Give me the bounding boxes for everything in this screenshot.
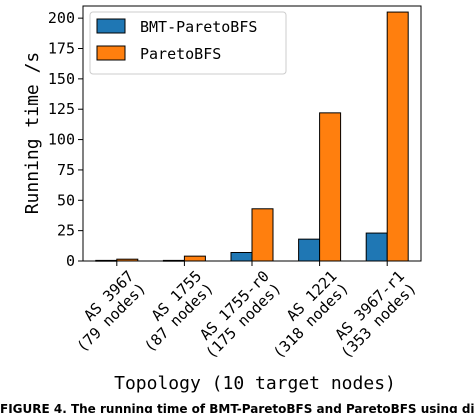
legend-label-paretobfs: ParetoBFS xyxy=(140,45,221,63)
bar-bmt-paretobfs-0 xyxy=(95,259,118,262)
legend-swatch-paretobfs xyxy=(96,45,126,61)
y-tick-label: 150 xyxy=(48,70,75,88)
y-tick-label: 75 xyxy=(57,161,75,179)
y-tick-label: 125 xyxy=(48,100,75,118)
legend-swatch-bmt-paretobfs xyxy=(96,18,126,34)
y-tick-label: 175 xyxy=(48,40,75,58)
legend: BMT-ParetoBFS ParetoBFS xyxy=(89,11,287,75)
x-axis-title: Topology (10 target nodes) xyxy=(114,373,396,394)
y-tick-label: 25 xyxy=(57,222,75,240)
bar-paretobfs-3 xyxy=(319,112,342,262)
figure-caption: FIGURE 4. The running time of BMT-Pareto… xyxy=(0,402,474,413)
bar-bmt-paretobfs-4 xyxy=(365,232,388,262)
bar-paretobfs-4 xyxy=(386,11,409,262)
y-tick-label: 0 xyxy=(66,252,75,270)
y-axis-title: Running time /s xyxy=(22,52,43,215)
bars xyxy=(95,11,409,262)
bar-paretobfs-1 xyxy=(183,255,206,262)
legend-label-bmt-paretobfs: BMT-ParetoBFS xyxy=(140,18,257,36)
y-axis: 0 25 50 75 100 125 150 175 200 xyxy=(48,9,83,270)
x-axis: AS 3967(79 nodes)AS 1755(87 nodes)AS 175… xyxy=(61,261,420,362)
x-tick-label: AS 3967(79 nodes) xyxy=(61,267,150,356)
bar-bmt-paretobfs-2 xyxy=(230,252,253,262)
x-tick-label: AS 1755(87 nodes) xyxy=(129,267,218,356)
bar-bmt-paretobfs-1 xyxy=(162,259,185,262)
bar-bmt-paretobfs-3 xyxy=(298,238,321,262)
bar-paretobfs-2 xyxy=(251,208,274,262)
bar-paretobfs-0 xyxy=(116,258,139,262)
y-tick-label: 200 xyxy=(48,9,75,27)
legend-box xyxy=(89,11,287,75)
y-tick-label: 100 xyxy=(48,131,75,149)
y-tick-label: 50 xyxy=(57,191,75,209)
